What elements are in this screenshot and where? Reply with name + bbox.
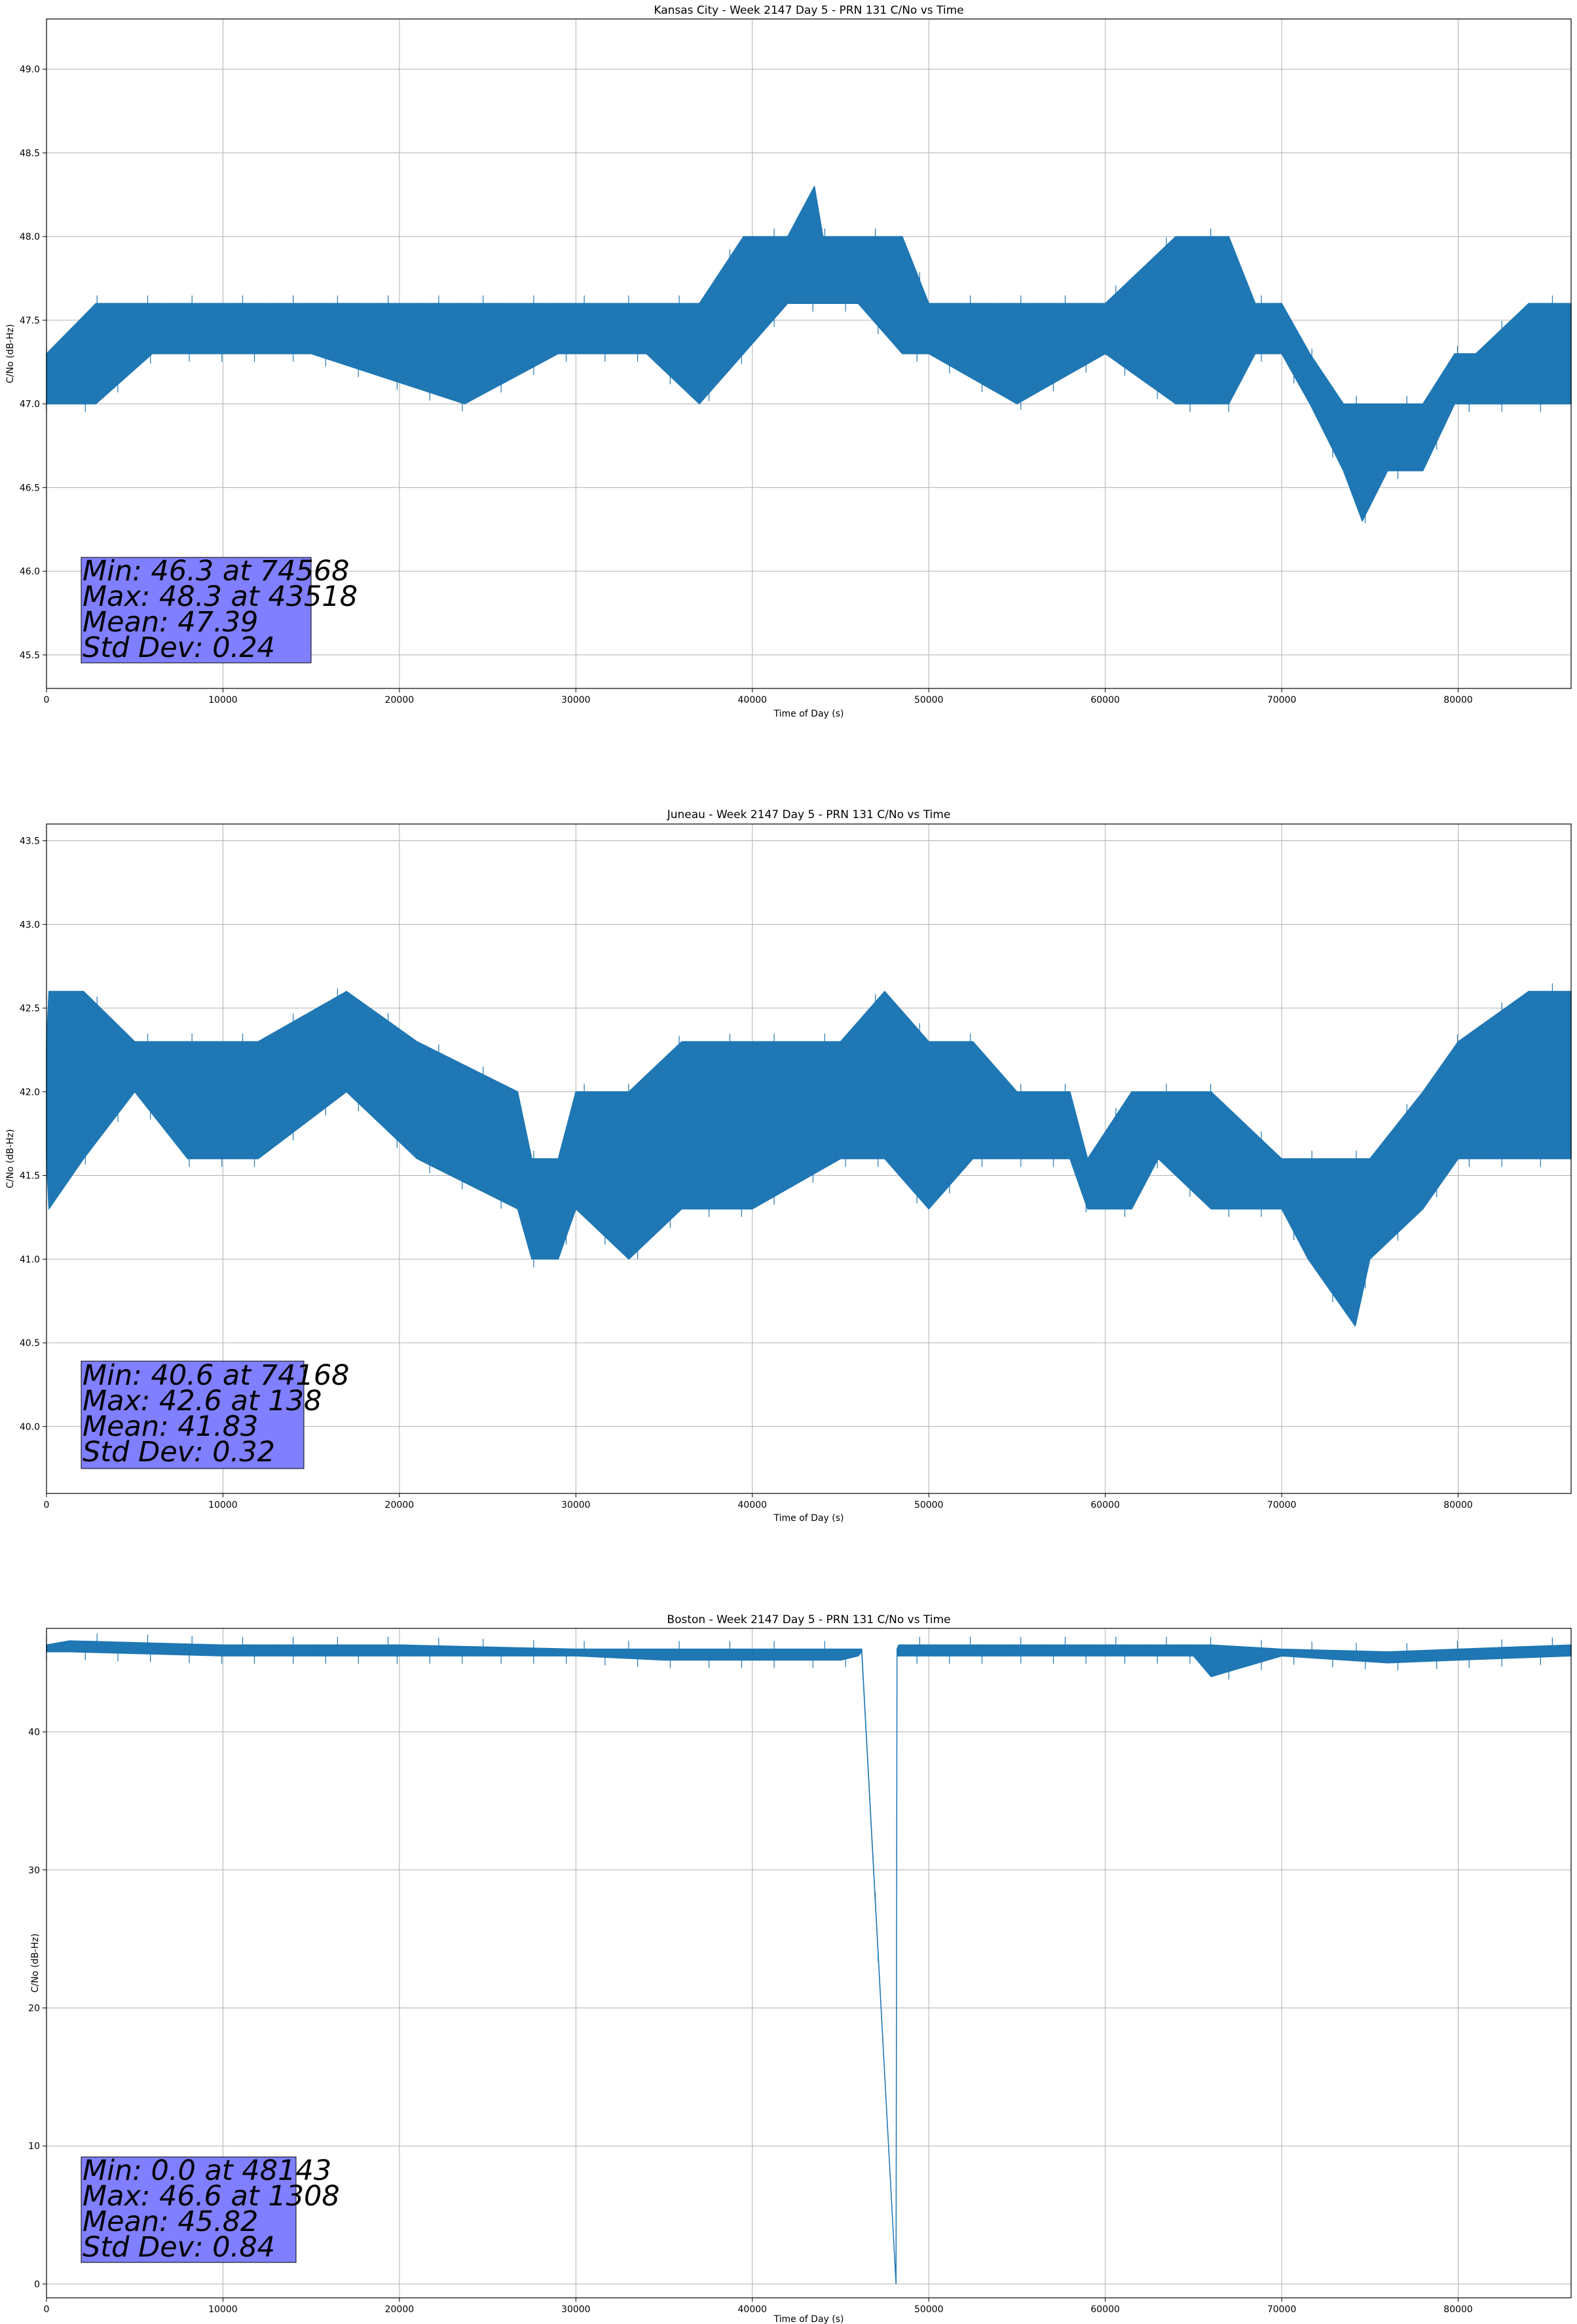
y-ticks: 0 10 20 30 40: [28, 1727, 46, 2290]
y-tick-label: 40.0: [20, 1422, 40, 1433]
stats-std: Std Dev: 0.84: [83, 2231, 275, 2264]
x-tick-label: 10000: [208, 2304, 238, 2315]
panel-juneau: Juneau - Week 2147 Day 5 - PRN 131 C/No …: [5, 808, 1572, 1524]
grid: [46, 1628, 1571, 2298]
y-tick-label: 48.5: [20, 148, 40, 159]
chart-title: Juneau - Week 2147 Day 5 - PRN 131 C/No …: [667, 808, 951, 821]
chart-title: Kansas City - Week 2147 Day 5 - PRN 131 …: [654, 4, 963, 17]
x-tick-label: 80000: [1443, 2304, 1473, 2315]
x-tick-label: 70000: [1267, 2304, 1297, 2315]
x-tick-label: 10000: [208, 1500, 238, 1510]
x-tick-label: 80000: [1443, 1500, 1473, 1510]
y-tick-label: 43.0: [20, 920, 40, 930]
x-tick-label: 60000: [1090, 695, 1120, 705]
x-tick-label: 30000: [561, 1500, 591, 1510]
stats-box-background: [81, 557, 312, 664]
x-tick-label: 40000: [738, 695, 768, 705]
y-tick-label: 49.0: [20, 65, 40, 75]
x-tick-label: 50000: [914, 1500, 944, 1510]
x-ticks: 0 10000 20000 30000 40000 50000 60000 70000 8000…: [44, 1493, 1473, 1510]
stats-box: Min: 46.3 at 74568 Max: 48.3 at 43518 Me…: [81, 555, 358, 664]
y-tick-label: 41.5: [20, 1171, 40, 1182]
x-tick-label: 60000: [1090, 2304, 1120, 2315]
x-tick-label: 10000: [208, 695, 238, 705]
data-line: [46, 1633, 1572, 2285]
chart-title: Boston - Week 2147 Day 5 - PRN 131 C/No …: [667, 1613, 950, 1626]
data-line: [46, 983, 1572, 1327]
x-tick-label: 30000: [561, 2304, 591, 2315]
axes-frame: [46, 823, 1572, 1494]
y-tick-label: 45.5: [20, 650, 40, 661]
x-tick-label: 20000: [385, 2304, 415, 2315]
stats-mean: Mean: 45.82: [83, 2205, 258, 2238]
x-ticks: 0 10000 20000 30000 40000 50000 60000 70000 8000…: [44, 688, 1473, 705]
stats-box-background: [81, 1360, 305, 1469]
stats-box: Min: 0.0 at 48143 Max: 46.6 at 1308 Mean…: [81, 2154, 340, 2264]
y-tick-label: 0: [34, 2279, 40, 2290]
y-tick-label: 43.5: [20, 836, 40, 847]
y-tick-label: 47.0: [20, 400, 40, 410]
y-axis-label: C/No (dB-Hz): [5, 324, 16, 383]
stats-box: Min: 40.6 at 74168 Max: 42.6 at 138 Mean…: [81, 1359, 350, 1469]
x-tick-label: 0: [44, 695, 50, 705]
x-axis-label: Time of Day (s): [773, 2314, 844, 2324]
y-tick-label: 41.0: [20, 1254, 40, 1265]
axes-frame: [46, 18, 1572, 689]
x-tick-label: 40000: [738, 2304, 768, 2315]
x-axis-label: Time of Day (s): [773, 709, 844, 719]
y-tick-label: 46.0: [20, 567, 40, 577]
stats-mean: Mean: 47.39: [83, 606, 258, 639]
y-ticks: 45.5 46.0 46.5 47.0 47.5 48.0 48.5 49.0: [20, 65, 46, 661]
stats-std: Std Dev: 0.24: [83, 631, 275, 664]
x-tick-label: 40000: [738, 1500, 768, 1510]
stats-mean: Mean: 41.83: [83, 1410, 258, 1443]
x-tick-label: 50000: [914, 695, 944, 705]
y-tick-label: 30: [28, 1865, 40, 1876]
panel-boston: Boston - Week 2147 Day 5 - PRN 131 C/No …: [28, 1613, 1572, 2324]
stats-max: Max: 46.6 at 1308: [83, 2180, 340, 2213]
stats-min: Min: 0.0 at 48143: [83, 2154, 331, 2187]
y-tick-label: 47.5: [20, 316, 40, 326]
y-tick-label: 40: [28, 1727, 40, 1738]
x-tick-label: 20000: [385, 1500, 415, 1510]
y-tick-label: 46.5: [20, 483, 40, 493]
y-tick-label: 48.0: [20, 232, 40, 242]
x-tick-label: 70000: [1267, 695, 1297, 705]
y-tick-label: 10: [28, 2141, 40, 2152]
y-ticks: 40.0 40.5 41.0 41.5 42.0 42.5 43.0 43.5: [20, 836, 46, 1433]
y-axis-label: C/No (dB-Hz): [30, 1934, 41, 1993]
stats-min: Min: 40.6 at 74168: [83, 1359, 350, 1392]
x-tick-label: 20000: [385, 695, 415, 705]
x-tick-label: 80000: [1443, 695, 1473, 705]
panel-kansas-city: Kansas City - Week 2147 Day 5 - PRN 131 …: [5, 4, 1572, 719]
x-ticks: 0 10000 20000 30000 40000 50000 60000 70000 8000…: [44, 2298, 1473, 2315]
y-tick-label: 42.0: [20, 1087, 40, 1098]
stats-std: Std Dev: 0.32: [83, 1436, 275, 1469]
x-tick-label: 30000: [561, 695, 591, 705]
stats-max: Max: 48.3 at 43518: [83, 580, 358, 613]
x-tick-label: 70000: [1267, 1500, 1297, 1510]
x-tick-label: 50000: [914, 2304, 944, 2315]
x-tick-label: 0: [44, 1500, 50, 1510]
x-tick-label: 60000: [1090, 1500, 1120, 1510]
stats-min: Min: 46.3 at 74568: [83, 555, 350, 588]
y-tick-label: 42.5: [20, 1003, 40, 1014]
x-axis-label: Time of Day (s): [773, 1513, 844, 1524]
x-tick-label: 0: [44, 2304, 50, 2315]
axes-frame: [46, 1628, 1572, 2298]
data-line: [46, 185, 1572, 523]
y-axis-label: C/No (dB-Hz): [5, 1129, 16, 1188]
stats-box-background: [81, 2156, 297, 2263]
y-tick-label: 20: [28, 2003, 40, 2014]
stats-max: Max: 42.6 at 138: [83, 1385, 322, 1417]
y-tick-label: 40.5: [20, 1338, 40, 1349]
